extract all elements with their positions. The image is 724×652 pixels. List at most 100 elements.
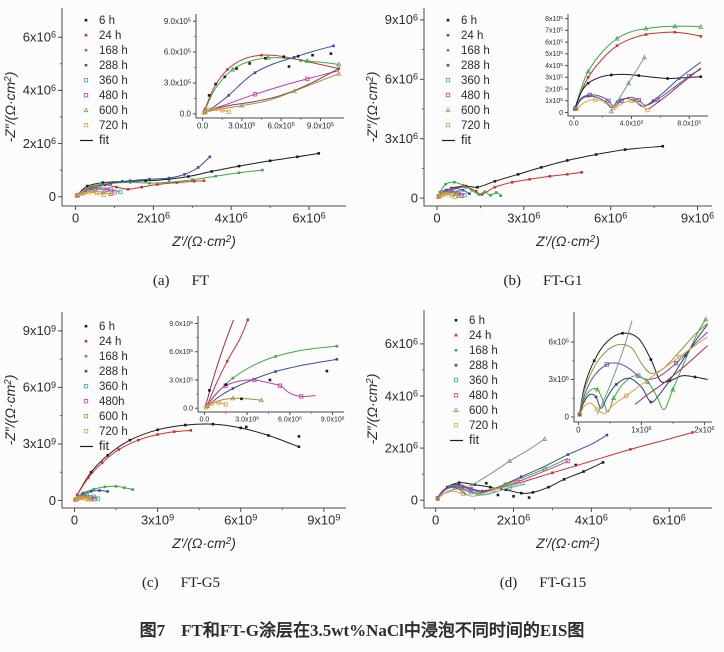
legend-label: 288 h: [469, 360, 498, 372]
y-tick-label: 0.0: [180, 110, 192, 119]
subplot-d: 0 2x106 4x106 6x106 0 2x106 4x106 6x106 6 h 24 h 1…: [362, 302, 724, 604]
legend-label: 6 h: [469, 315, 485, 327]
y-tick-label: 1x105: [545, 97, 563, 105]
legend-label: 24 h: [461, 30, 483, 42]
chart-svg-a: 0 2x106 4x106 6x106 0 2x106 4x106 6x106 6 h 24 h 1…: [2, 8, 346, 249]
pd-inset-series-wine: [634, 345, 708, 405]
subplot-c: 0 3x109 6x109 9x109 0 3x109 6x109 9x109 6 h 24 h 1…: [0, 302, 362, 604]
y-tick-label: 0.0: [183, 406, 193, 413]
y-tick-label: 3x106: [385, 131, 418, 146]
y-axis-title: -Z″/(Ω·cm2): [2, 375, 18, 446]
subplot-d-caption: (d) FT-G15: [500, 575, 586, 592]
pd-inset-series-168h: [577, 316, 709, 417]
y-axis-title: -Z″/(Ω·cm2): [364, 374, 380, 445]
y-tick-label: 3.0x105: [164, 79, 191, 88]
subplot-d-label: FT-G15: [539, 575, 587, 591]
y-tick-label: 4x106: [385, 388, 418, 403]
pa-inset-series-6h-dots: [207, 52, 333, 97]
legend-label: 6 h: [99, 15, 115, 27]
y-tick-label: 0: [411, 190, 418, 205]
y-tick-label: 0: [411, 492, 418, 507]
legend-label: 720 h: [469, 420, 498, 432]
pa-inset-pane: 0.0 3.0x105 6.0x105 9.0x105 0.0 3.0x105 6.0x10…: [164, 14, 344, 131]
x-tick-label: 2x106: [137, 210, 170, 225]
legend-label: 480 h: [461, 90, 490, 102]
y-tick-label: 7x105: [545, 27, 563, 35]
legend-label: 600 h: [469, 405, 498, 417]
x-axis-title: Z′/(Ω·cm2): [535, 535, 600, 551]
legend-label: 360 h: [469, 375, 498, 387]
pc-inset-series-wine-steep: [205, 319, 235, 406]
pc-inset-series-720h: [203, 400, 228, 410]
y-tick-label: 9.0x105: [169, 320, 193, 328]
x-tick-label: 3x109: [141, 512, 174, 527]
plot-canvas-d: 0 2x106 4x106 6x106 0 2x106 4x106 6x106 6 h 24 h 1…: [362, 302, 724, 574]
subplot-c-label: FT-G5: [180, 575, 221, 591]
subplot-a-label: FT: [191, 273, 210, 289]
y-tick-label: 6x105: [545, 38, 563, 46]
legend-label: 360 h: [99, 75, 128, 87]
x-tick-label: 9.0x106: [321, 416, 345, 424]
subplot-a-index: (a): [152, 273, 170, 289]
pa-inset-series-wine-fit: [206, 68, 340, 112]
x-tick-label: 2x106: [694, 426, 714, 435]
x-tick-label: 9.0x105: [307, 122, 334, 131]
pa-pane: 0 2x106 4x106 6x106 0 2x106 4x106 6x106: [23, 8, 346, 225]
pc-inset-pane: 0.0 3.0x106 6.0x106 9.0x106 0.0 3.0x105 6.0x10…: [169, 316, 345, 424]
legend-label: 720 h: [99, 120, 128, 132]
pb-inset-series-24h: [573, 30, 703, 110]
y-tick-label: 4x106: [23, 83, 56, 98]
y-axis-title: -Z″/(Ω·cm2): [364, 72, 380, 143]
x-axis-title: Z′/(Ω·cm2): [171, 535, 236, 551]
x-tick-label: 0: [72, 210, 79, 225]
legend-label: 24 h: [469, 330, 491, 342]
legend-label: 600 h: [99, 411, 128, 423]
subplot-b: 0 3x106 6x106 9x106 0 3x106 6x106 9x106 6 h 24 h 1…: [362, 0, 724, 302]
y-tick-label: 6x106: [23, 30, 56, 45]
y-tick-label: 0: [49, 493, 56, 508]
legend-label: 168 h: [99, 351, 128, 363]
y-tick-label: 6.0x105: [164, 48, 191, 57]
x-tick-label: 6.0x106: [278, 416, 302, 424]
x-tick-label: 9x109: [307, 512, 340, 527]
legend-label: 288 h: [461, 60, 490, 72]
pc-inset-series-600h: [204, 395, 264, 409]
y-tick-label: 4x105: [545, 62, 563, 70]
legend-label: 168 h: [461, 45, 490, 57]
y-tick-label: 2x105: [545, 85, 563, 93]
chart-svg-c: 0 3x109 6x109 9x109 0 3x109 6x109 9x109 6 h 24 h 1…: [2, 312, 346, 551]
subplot-d-index: (d): [499, 575, 518, 591]
pd-series-600h: [468, 436, 548, 488]
x-tick-label: 6x109: [224, 512, 257, 527]
subplot-b-caption: (b) FT-G1: [504, 273, 583, 290]
y-tick-label: 6.0x105: [169, 348, 193, 356]
pb-inset-pane: 0.0 4.0x105 8.0x105 0 1x105 2x105 3x105 4x105 5x…: [545, 14, 708, 128]
legend-label: 24 h: [99, 336, 121, 348]
y-tick-label: 0: [559, 110, 563, 117]
x-axis-title: Z′/(Ω·cm2): [171, 233, 236, 249]
y-tick-label: 9x109: [23, 323, 56, 338]
x-tick-label: 3x106: [507, 210, 540, 225]
plot-canvas-c: 0 3x109 6x109 9x109 0 3x109 6x109 9x109 6 h 24 h 1…: [0, 302, 362, 574]
legend-label: 600 h: [461, 105, 490, 117]
legend-label: 480h: [99, 396, 125, 408]
legend-label: 24 h: [99, 30, 121, 42]
figure-caption-prefix: 图7: [139, 620, 166, 640]
pa-inset-series-720h: [201, 106, 231, 115]
pb-inset-series-720h: [574, 97, 650, 113]
x-tick-label: 0.0: [200, 417, 210, 424]
x-tick-label: 4x106: [575, 512, 608, 527]
pd-inset-series-teal-diag: [596, 320, 633, 415]
x-tick-label: 6x106: [594, 210, 627, 225]
y-tick-label: 6x105: [549, 338, 569, 347]
pa-series-720h: [74, 190, 106, 199]
x-tick-label: 4x106: [215, 210, 248, 225]
legend-label: 168 h: [99, 45, 128, 57]
legend-label: 360 h: [99, 381, 128, 393]
x-tick-label: 6x106: [292, 210, 325, 225]
x-tick-label: 3.0x106: [235, 416, 259, 424]
x-tick-label: 6x106: [653, 512, 686, 527]
